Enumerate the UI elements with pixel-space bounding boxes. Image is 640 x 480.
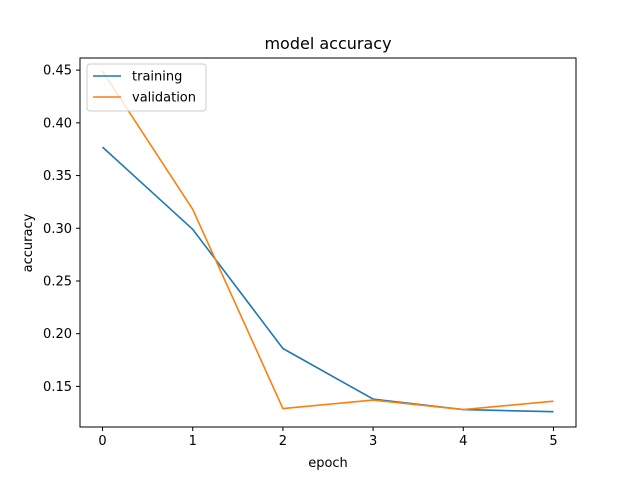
legend: training validation: [86, 63, 207, 112]
y-tick-label: 0.40: [43, 116, 72, 131]
y-tick-label: 0.25: [43, 274, 72, 289]
x-tick-label: 3: [369, 434, 377, 449]
x-tick-label: 4: [459, 434, 467, 449]
y-tick-label: 0.20: [43, 327, 72, 342]
plot-area: [79, 57, 577, 428]
x-axis: 0 1 2 3 4 5: [98, 427, 558, 449]
x-tick-label: 2: [279, 434, 287, 449]
x-tick-label: 1: [189, 434, 197, 449]
y-axis: 0.15 0.20 0.25 0.30 0.35 0.40 0.45: [43, 64, 80, 395]
y-tick-label: 0.30: [43, 222, 72, 237]
plot-frame: [79, 57, 577, 428]
series-line-validation: [101, 70, 554, 411]
legend-label-validation: validation: [132, 91, 196, 106]
y-axis-label: accuracy: [21, 213, 36, 272]
legend-label-training: training: [132, 70, 182, 85]
y-tick-label: 0.15: [43, 380, 72, 395]
series-line-training: [101, 146, 554, 413]
y-tick-label: 0.45: [43, 64, 72, 79]
chart-title: model accuracy: [264, 34, 391, 53]
y-tick-label: 0.35: [43, 169, 72, 184]
x-tick-label: 0: [98, 434, 106, 449]
x-tick-label: 5: [549, 434, 557, 449]
x-axis-label: epoch: [308, 456, 348, 471]
